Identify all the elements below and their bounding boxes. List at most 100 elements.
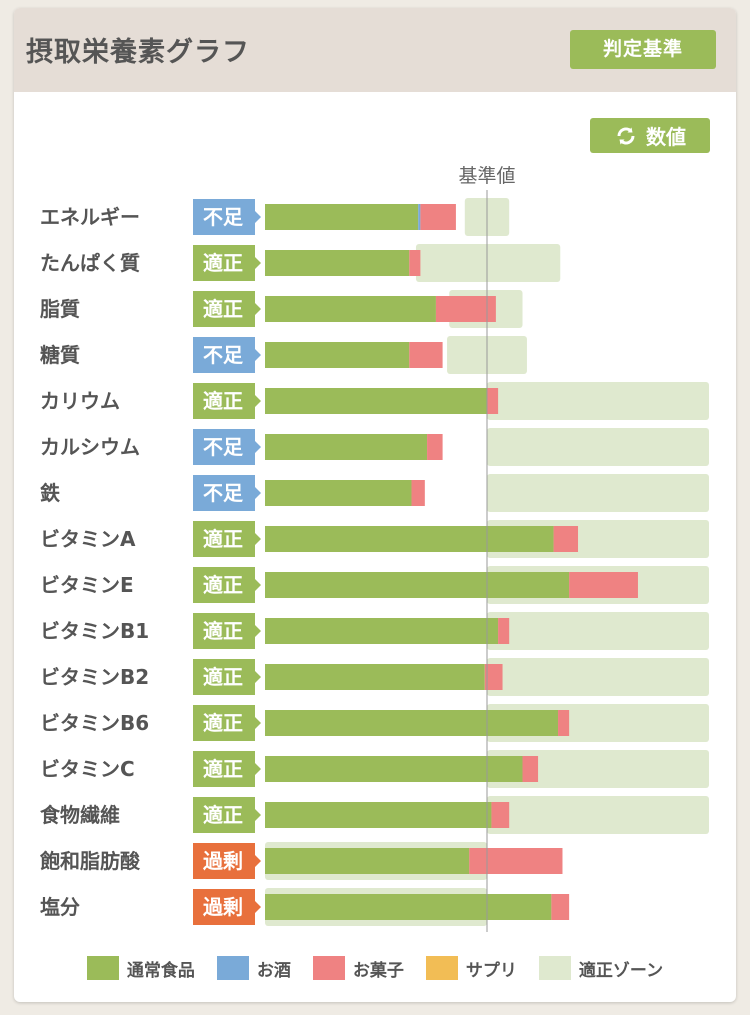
legend-item: サプリ <box>425 956 517 981</box>
category-label: 食物繊維 <box>40 803 120 827</box>
status-badge-shape <box>193 889 261 925</box>
status-badge-label: 適正 <box>203 619 243 643</box>
status-badge: 適正 <box>193 613 261 649</box>
optimal-zone <box>487 658 709 696</box>
bar-normal-food <box>265 250 410 276</box>
optimal-zone <box>487 428 709 466</box>
bar-sweets <box>427 434 443 460</box>
bar-sweets <box>420 204 456 230</box>
category-label: 糖質 <box>40 343 80 367</box>
bar-normal-food <box>265 296 436 322</box>
optimal-zone <box>487 796 709 834</box>
status-badge-label: 不足 <box>203 343 244 367</box>
status-badge: 過剰 <box>193 889 261 925</box>
category-label: 鉄 <box>40 481 60 505</box>
status-badge-shape <box>193 705 261 741</box>
status-badge: 適正 <box>193 567 261 603</box>
status-badge-shape <box>193 475 261 511</box>
toggle-values-button[interactable]: 数値 <box>590 118 710 153</box>
bar-alcohol <box>418 204 421 230</box>
status-badge: 不足 <box>193 199 261 235</box>
optimal-zone <box>487 750 709 788</box>
bar-sweets <box>551 894 570 920</box>
criteria-button[interactable]: 判定基準 <box>570 30 716 69</box>
optimal-zone <box>415 244 561 282</box>
bar-normal-food <box>265 342 410 368</box>
bar-sweets <box>569 572 638 598</box>
category-label: ビタミンB1 <box>40 619 149 643</box>
status-badge: 過剰 <box>193 843 261 879</box>
category-label: エネルギー <box>40 205 140 229</box>
status-badge: 不足 <box>193 475 261 511</box>
category-label: ビタミンB2 <box>40 665 149 689</box>
bar-normal-food <box>265 572 570 598</box>
legend-item: お菓子 <box>312 956 404 981</box>
status-badge-label: 適正 <box>203 527 243 551</box>
bar-normal-food <box>265 388 487 414</box>
legend-swatch <box>425 956 458 980</box>
bar-normal-food <box>265 894 552 920</box>
bar-sweets <box>409 250 421 276</box>
status-badge-label: 過剰 <box>203 895 243 919</box>
bar-sweets <box>491 802 510 828</box>
bar-sweets <box>487 388 499 414</box>
status-badge-label: 過剰 <box>203 849 243 873</box>
bar-sweets <box>498 618 510 644</box>
status-badge: 適正 <box>193 705 261 741</box>
bar-normal-food <box>265 434 428 460</box>
legend-label: お酒 <box>256 960 291 981</box>
status-badge-label: 適正 <box>203 757 243 781</box>
status-badge-label: 適正 <box>203 573 243 597</box>
bar-sweets <box>553 526 579 552</box>
legend-label: 通常食品 <box>126 960 195 981</box>
status-badge-label: 不足 <box>203 481 244 505</box>
bar-normal-food <box>265 526 554 552</box>
chart-legend: 通常食品 お酒 お菓子 サプリ 適正ゾーン <box>14 954 736 982</box>
status-badge-label: 適正 <box>203 251 243 275</box>
status-badge-shape <box>193 199 261 235</box>
legend-item: 適正ゾーン <box>538 956 664 981</box>
status-badge-shape <box>193 521 261 557</box>
category-label: カリウム <box>40 389 120 413</box>
bar-normal-food <box>265 480 412 506</box>
bar-normal-food <box>265 848 470 874</box>
category-label: 飽和脂肪酸 <box>40 849 141 873</box>
page-title: 摂取栄養素グラフ <box>26 37 250 68</box>
bar-normal-food <box>265 204 419 230</box>
bar-normal-food <box>265 664 485 690</box>
bar-sweets <box>411 480 425 506</box>
bar-normal-food <box>265 710 559 736</box>
status-badge-label: 不足 <box>203 205 244 229</box>
legend-label: 適正ゾーン <box>578 960 664 981</box>
bar-sweets <box>409 342 443 368</box>
reference-label: 基準値 <box>458 165 515 187</box>
bar-sweets <box>484 664 503 690</box>
bar-normal-food <box>265 618 499 644</box>
legend-item: 通常食品 <box>86 956 195 981</box>
status-badge-shape <box>193 797 261 833</box>
bar-normal-food <box>265 802 492 828</box>
legend-swatch <box>312 956 345 980</box>
legend-swatch <box>86 956 119 980</box>
bar-sweets <box>435 296 496 322</box>
bar-normal-food <box>265 756 523 782</box>
category-label: ビタミンC <box>40 757 135 781</box>
status-badge-shape <box>193 613 261 649</box>
status-badge: 適正 <box>193 245 261 281</box>
category-label: ビタミンA <box>40 527 136 551</box>
category-label: ビタミンB6 <box>40 711 149 735</box>
status-badge: 不足 <box>193 337 261 373</box>
status-badge-label: 適正 <box>203 389 243 413</box>
bar-sweets <box>522 756 539 782</box>
status-badge: 適正 <box>193 797 261 833</box>
legend-swatch <box>538 956 571 980</box>
status-badge: 不足 <box>193 429 261 465</box>
category-label: たんぱく質 <box>40 251 140 275</box>
optimal-zone <box>487 612 709 650</box>
status-badge-shape <box>193 337 261 373</box>
legend-label: サプリ <box>465 960 517 981</box>
category-label: ビタミンE <box>40 573 134 597</box>
status-badge-shape <box>193 291 261 327</box>
status-badge-shape <box>193 383 261 419</box>
status-badge-shape <box>193 245 261 281</box>
